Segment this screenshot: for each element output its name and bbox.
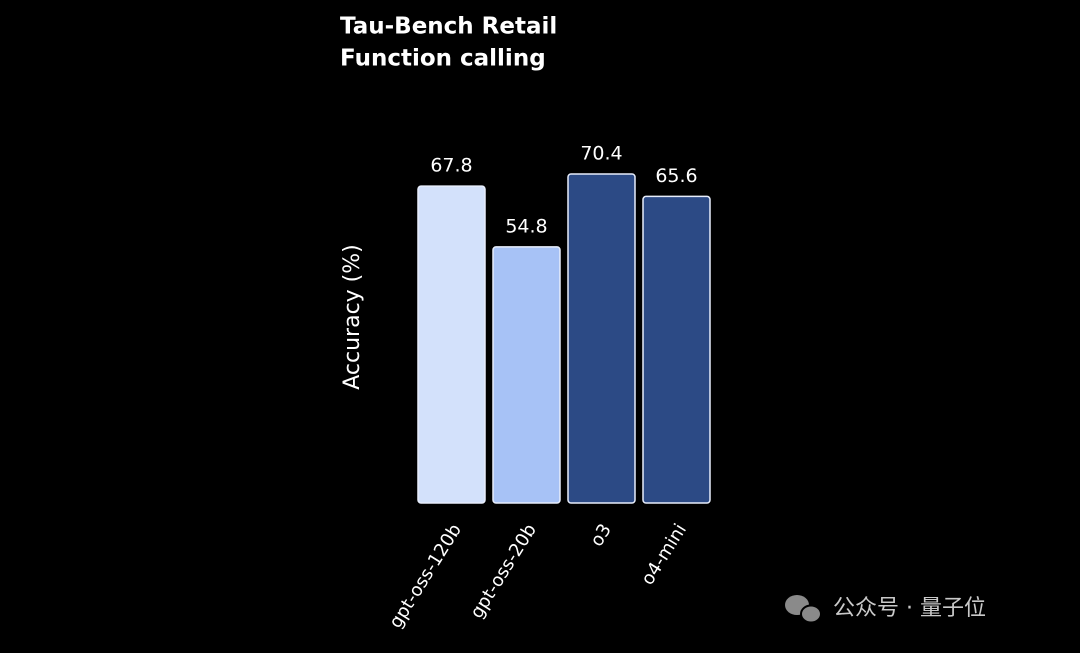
chart-title: Tau-Bench Retail xyxy=(340,14,557,40)
value-label: 70.4 xyxy=(580,143,622,165)
bar xyxy=(567,173,636,504)
value-label: 65.6 xyxy=(655,165,697,187)
bar xyxy=(642,195,711,504)
watermark-icon xyxy=(785,595,822,624)
chart-title: Function calling xyxy=(340,46,546,72)
watermark: 公众号 · 量子位 xyxy=(833,596,986,621)
value-label: 54.8 xyxy=(505,215,547,237)
bar xyxy=(492,246,561,504)
value-label: 67.8 xyxy=(430,155,472,177)
bar xyxy=(417,185,486,504)
y-axis-label: Accuracy (%) xyxy=(340,244,365,390)
